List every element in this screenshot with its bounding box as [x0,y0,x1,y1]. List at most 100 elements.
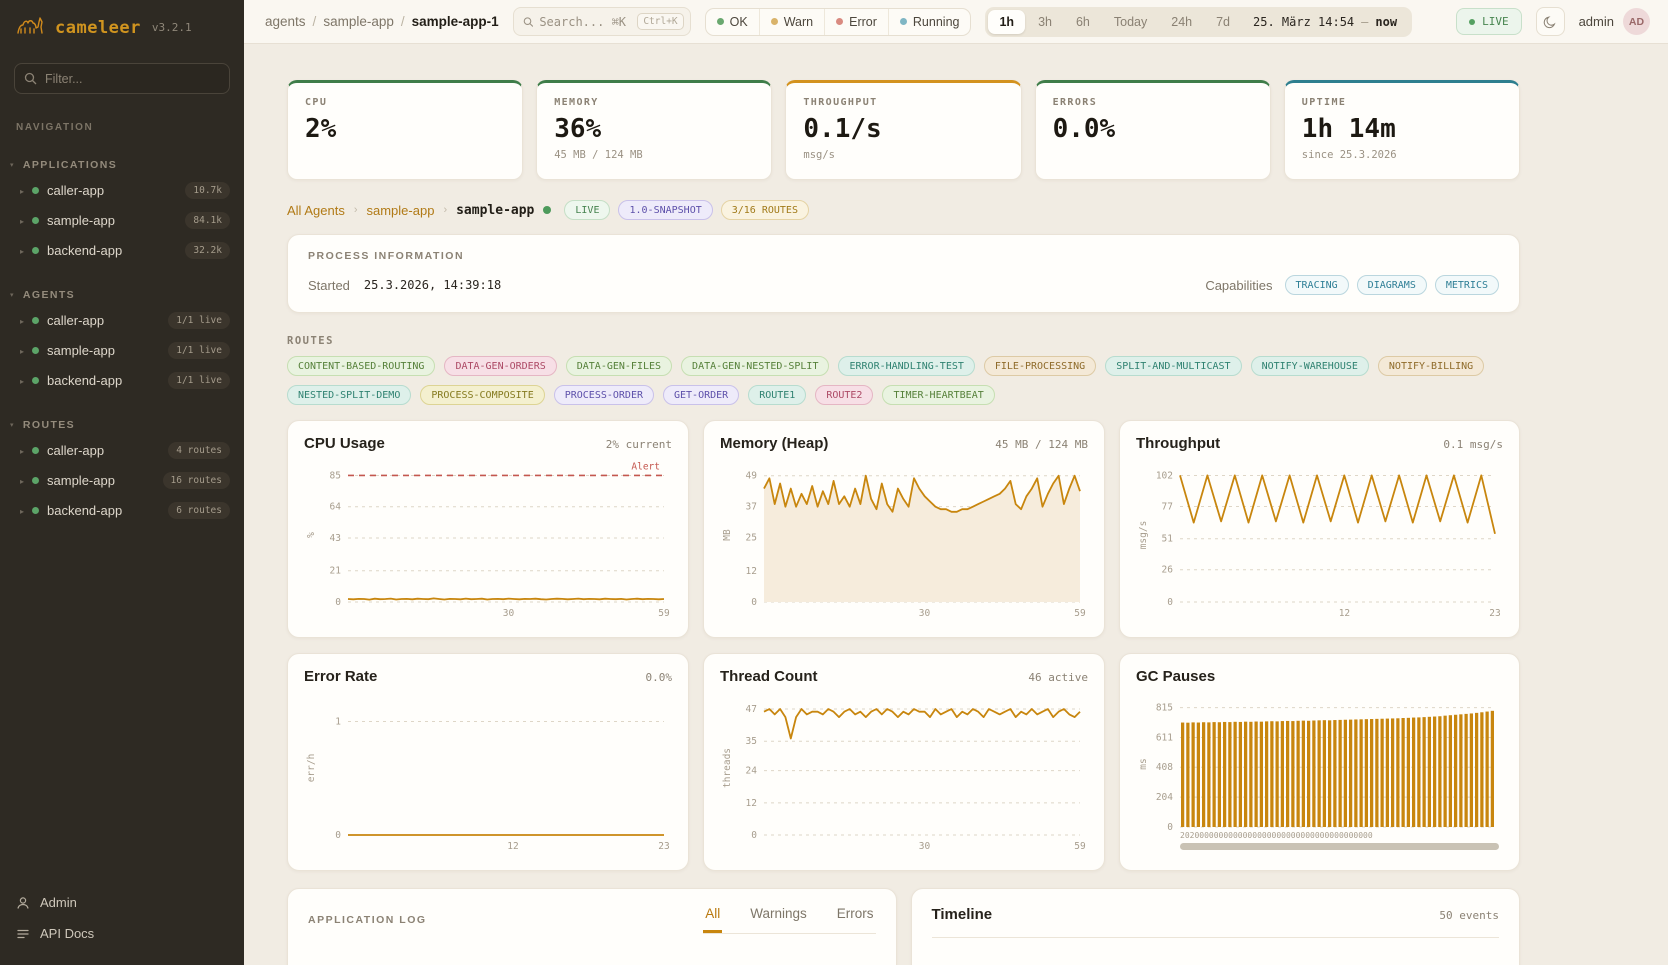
route-badge[interactable]: FILE-PROCESSING [983,356,1097,376]
status-dot-icon [32,316,40,324]
breadcrumb-agents[interactable]: agents [265,14,306,29]
current-agent-name: sample-app [456,202,535,218]
sidebar-item-agent[interactable]: backend-app 1/1 live [0,365,244,395]
route-badge[interactable]: NESTED-SPLIT-DEMO [287,385,412,405]
time-range-button[interactable]: 6h [1065,10,1101,34]
app-logo[interactable]: cameleer v3.2.1 [0,14,244,55]
route-badge[interactable]: PROCESS-ORDER [553,385,654,405]
route-badge[interactable]: DATA-GEN-FILES [565,356,673,376]
time-range-button[interactable]: 24h [1160,10,1203,34]
log-tab[interactable]: Warnings [750,906,807,921]
sidebar-item-application[interactable]: sample-app 84.1k [0,205,244,235]
route-badge[interactable]: CONTENT-BASED-ROUTING [287,356,436,376]
api-docs-link[interactable]: API Docs [16,918,228,949]
username: admin [1578,14,1614,29]
svg-text:threads: threads [722,748,733,788]
route-badge[interactable]: NOTIFY-BILLING [1377,356,1485,376]
agent-badge[interactable]: LIVE [564,200,611,220]
svg-text:21: 21 [330,566,342,577]
svg-text:msg/s: msg/s [1138,521,1149,550]
time-range-button[interactable]: 7d [1205,10,1241,34]
expand-caret-icon[interactable] [20,211,24,229]
route-badge[interactable]: PROCESS-COMPOSITE [420,385,545,405]
section-routes: ROUTES caller-app 4 routes sample-app 16… [0,415,244,525]
expand-caret-icon[interactable] [20,371,24,389]
sidebar-item-application[interactable]: caller-app 10.7k [0,175,244,205]
route-badge[interactable]: SPLIT-AND-MULTICAST [1105,356,1242,376]
sidebar-item-route[interactable]: caller-app 4 routes [0,435,244,465]
sidebar-filter-input[interactable] [14,63,230,94]
route-badge[interactable]: ROUTE1 [748,385,807,405]
expand-caret-icon[interactable] [20,341,24,359]
section-header-applications[interactable]: APPLICATIONS [0,155,244,175]
status-filter-chip[interactable]: OK [706,9,759,35]
svg-text:1: 1 [335,716,341,727]
app-name: cameleer [55,17,141,38]
status-filter-chip[interactable]: Warn [758,8,824,35]
capability-badge[interactable]: TRACING [1284,275,1349,295]
sidebar-item-agent[interactable]: caller-app 1/1 live [0,305,244,335]
chart-memory-heap: Memory (Heap) 45 MB / 124 MB 49 37 25 12 0 30 5… [703,420,1105,638]
all-agents-link[interactable]: All Agents [287,202,345,218]
section-header-routes[interactable]: ROUTES [0,415,244,435]
status-filter-chip[interactable]: Running [887,8,971,35]
expand-caret-icon[interactable] [20,471,24,489]
capabilities-label: Capabilities [1205,277,1273,293]
expand-caret-icon[interactable] [20,181,24,199]
moon-icon [1543,15,1556,28]
sidebar-item-agent[interactable]: sample-app 1/1 live [0,335,244,365]
svg-text:204: 204 [1156,792,1173,803]
breadcrumb-sample-app[interactable]: sample-app [323,14,394,29]
log-tab[interactable]: All [703,906,723,933]
agent-badge[interactable]: 3/16 ROUTES [720,200,809,220]
stat-cards-row: CPU 2% MEMORY 36% 45 MB / 124 MB THROUGH… [287,80,1520,180]
route-badge[interactable]: GET-ORDER [663,385,740,405]
route-badge[interactable]: TIMER-HEARTBEAT [882,385,995,405]
agent-badge[interactable]: 1.0-SNAPSHOT [618,200,713,220]
svg-text:0: 0 [335,830,341,841]
status-dot-icon [32,376,40,384]
status-dot-icon [770,18,778,25]
expand-caret-icon[interactable] [20,311,24,329]
docs-icon [17,929,29,938]
route-badge[interactable]: NOTIFY-WAREHOUSE [1250,356,1369,376]
time-range-button[interactable]: 3h [1027,10,1063,34]
main-content: CPU 2% MEMORY 36% 45 MB / 124 MB THROUGH… [244,44,1668,965]
live-toggle[interactable]: LIVE [1456,8,1522,35]
svg-text:23: 23 [1489,608,1500,619]
svg-text:ms: ms [1138,758,1149,769]
user-menu[interactable]: admin AD [1579,8,1650,35]
expand-caret-icon[interactable] [20,501,24,519]
stat-card: UPTIME 1h 14m since 25.3.2026 [1283,80,1520,180]
route-badge[interactable]: DATA-GEN-ORDERS [444,356,557,376]
route-badge[interactable]: ERROR-HANDLING-TEST [838,356,975,376]
dark-mode-toggle[interactable] [1535,7,1565,36]
route-badge[interactable]: DATA-GEN-NESTED-SPLIT [681,356,830,376]
sidebar-item-route[interactable]: backend-app 6 routes [0,495,244,525]
search-input[interactable] [539,14,632,29]
svg-text:12: 12 [507,841,518,852]
agent-group-link[interactable]: sample-app [366,202,435,218]
sidebar-item-route[interactable]: sample-app 16 routes [0,465,244,495]
expand-caret-icon[interactable] [20,441,24,459]
date-range-display[interactable]: 25. März 14:54 — now [1253,14,1398,29]
global-search[interactable]: Ctrl+K [512,7,691,36]
svg-text:77: 77 [1162,501,1173,512]
expand-caret-icon[interactable] [20,241,24,259]
status-filter-chip[interactable]: Error [824,8,888,35]
throughput-plot: 102 77 51 26 0 12 23 msg/s [1136,458,1503,620]
status-dot-icon [32,216,40,224]
svg-text:0: 0 [751,830,757,841]
capability-badge[interactable]: METRICS [1434,275,1499,295]
time-range-button[interactable]: Today [1103,10,1158,34]
time-range-button[interactable]: 1h [988,9,1026,34]
timeline-event-count: 50 events [1439,909,1499,922]
log-tab[interactable]: Errors [836,906,874,921]
gc-horizontal-scrollbar[interactable] [1180,843,1499,850]
sidebar-item-application[interactable]: backend-app 32.2k [0,235,244,265]
route-badge[interactable]: ROUTE2 [815,385,874,405]
capability-badge[interactable]: DIAGRAMS [1356,275,1427,295]
svg-text:408: 408 [1156,762,1173,773]
admin-link[interactable]: Admin [16,887,228,918]
section-header-agents[interactable]: AGENTS [0,285,244,305]
